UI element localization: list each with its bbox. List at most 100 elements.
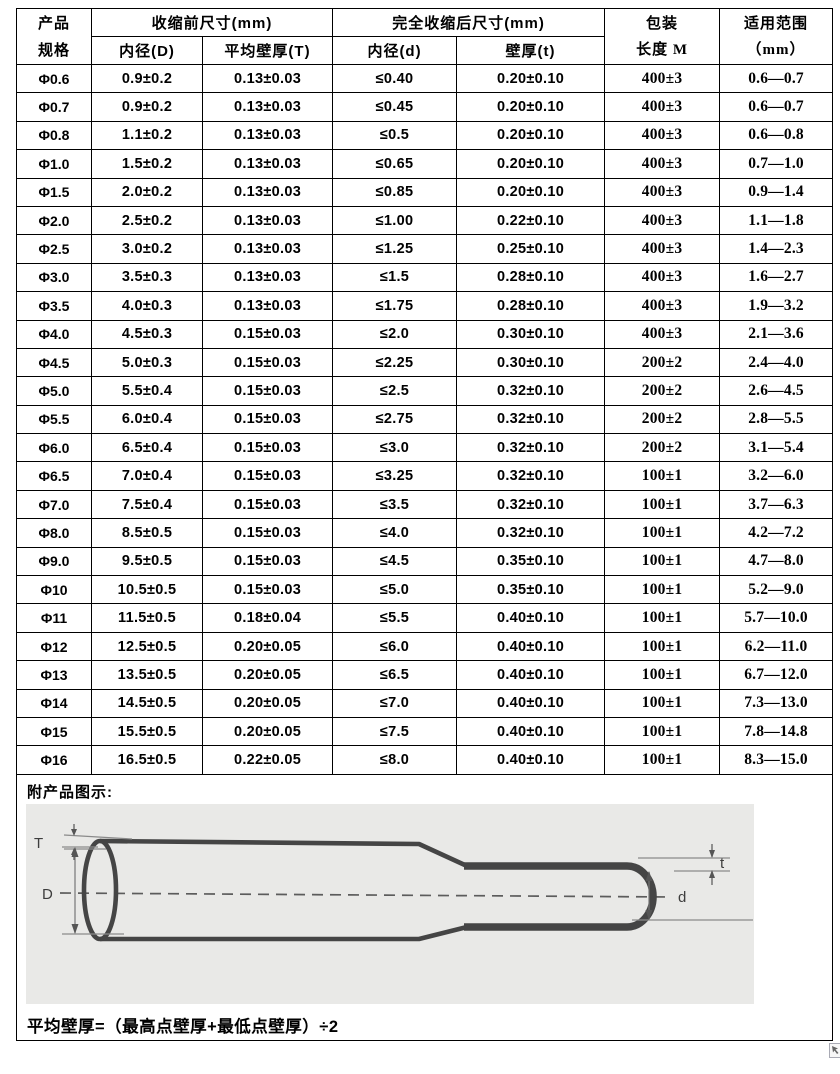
table-row: Φ4.5 5.0±0.3 0.15±0.03 ≤2.25 0.30±0.10 2… <box>16 347 834 378</box>
cell-package-length: 100±1 <box>604 489 721 520</box>
cell-avg-wall-thickness: 0.15±0.03 <box>201 489 334 520</box>
photo-background <box>26 803 754 1004</box>
cell-inner-diameter-after: ≤0.85 <box>332 177 458 207</box>
d-arrow-up <box>71 846 79 857</box>
cell-applicable-range: 7.8—14.8 <box>719 716 834 747</box>
cell-avg-wall-thickness: 0.15±0.03 <box>201 433 334 463</box>
cell-avg-wall-thickness: 0.15±0.03 <box>201 376 334 406</box>
cell-product-spec: Φ2.5 <box>16 234 92 264</box>
heat-shrink-tube-drawing: T D <box>26 803 754 1004</box>
table-row: Φ2.5 3.0±0.2 0.13±0.03 ≤1.25 0.25±0.10 4… <box>16 234 834 264</box>
header-inner-diameter-after: 内径(d) <box>332 36 458 65</box>
cell-avg-wall-thickness: 0.13±0.03 <box>201 177 334 207</box>
table-row: Φ10 10.5±0.5 0.15±0.03 ≤5.0 0.35±0.10 10… <box>16 575 834 605</box>
spec-table-body: Φ0.6 0.9±0.2 0.13±0.03 ≤0.40 0.20±0.10 4… <box>16 63 834 775</box>
cell-applicable-range: 2.1—3.6 <box>719 319 834 349</box>
cell-avg-wall-thickness: 0.15±0.03 <box>201 546 334 577</box>
cell-applicable-range: 1.9—3.2 <box>719 291 834 321</box>
formula-text: 平均壁厚=（最高点壁厚+最低点壁厚）÷2 <box>27 1017 339 1036</box>
cell-avg-wall-thickness: 0.15±0.03 <box>201 518 334 548</box>
cell-inner-diameter-before: 8.5±0.5 <box>91 518 203 548</box>
cell-inner-diameter-after: ≤4.5 <box>332 546 458 577</box>
cell-inner-diameter-before: 0.9±0.2 <box>91 92 203 122</box>
cell-inner-diameter-before: 11.5±0.5 <box>91 603 203 633</box>
cell-avg-wall-thickness: 0.13±0.03 <box>201 149 334 179</box>
cell-inner-diameter-after: ≤4.0 <box>332 518 458 548</box>
cell-product-spec: Φ3.5 <box>16 291 92 321</box>
cell-inner-diameter-before: 5.0±0.3 <box>91 347 203 378</box>
cell-inner-diameter-before: 5.5±0.4 <box>91 376 203 406</box>
table-row: Φ1.0 1.5±0.2 0.13±0.03 ≤0.65 0.20±0.10 4… <box>16 149 834 179</box>
table-row: Φ15 15.5±0.5 0.20±0.05 ≤7.5 0.40±0.10 10… <box>16 716 834 747</box>
header-product-spec-line1: 产品 <box>37 14 70 32</box>
table-row: Φ3.5 4.0±0.3 0.13±0.03 ≤1.75 0.28±0.10 4… <box>16 291 834 321</box>
cell-inner-diameter-before: 16.5±0.5 <box>91 745 203 775</box>
table-resize-handle-icon[interactable] <box>829 1043 840 1058</box>
cell-applicable-range: 2.8—5.5 <box>719 404 834 435</box>
table-row: Φ0.7 0.9±0.2 0.13±0.03 ≤0.45 0.20±0.10 4… <box>16 92 834 122</box>
cell-wall-thickness-after: 0.30±0.10 <box>456 347 606 378</box>
cell-package-length: 400±3 <box>604 262 721 293</box>
footer-row: 附产品图示: <box>15 773 834 1041</box>
table-row: Φ5.0 5.5±0.4 0.15±0.03 ≤2.5 0.32±0.10 20… <box>16 376 834 406</box>
cell-applicable-range: 4.7—8.0 <box>719 546 834 577</box>
cell-inner-diameter-before: 7.5±0.4 <box>91 489 203 520</box>
diagram-caption: 附产品图示: <box>27 783 113 801</box>
cell-inner-diameter-after: ≤7.5 <box>332 716 458 747</box>
cell-inner-diameter-before: 15.5±0.5 <box>91 716 203 747</box>
cell-wall-thickness-after: 0.32±0.10 <box>456 376 606 406</box>
cell-inner-diameter-before: 10.5±0.5 <box>91 575 203 605</box>
cell-wall-thickness-after: 0.28±0.10 <box>456 291 606 321</box>
cell-product-spec: Φ12 <box>16 631 92 662</box>
nw-arrow-icon <box>832 1046 839 1054</box>
cell-wall-thickness-after: 0.40±0.10 <box>456 660 606 690</box>
cell-package-length: 100±1 <box>604 631 721 662</box>
cell-product-spec: Φ5.0 <box>16 376 92 406</box>
cell-avg-wall-thickness: 0.15±0.03 <box>201 319 334 349</box>
small-t-arrow-top-head <box>709 849 715 858</box>
cell-inner-diameter-after: ≤3.25 <box>332 461 458 491</box>
cell-wall-thickness-after: 0.40±0.10 <box>456 631 606 662</box>
cell-avg-wall-thickness: 0.13±0.03 <box>201 120 334 151</box>
cell-product-spec: Φ6.5 <box>16 461 92 491</box>
d-arrow-down <box>71 923 79 934</box>
cell-package-length: 100±1 <box>604 575 721 605</box>
cell-inner-diameter-before: 13.5±0.5 <box>91 660 203 690</box>
cell-avg-wall-thickness: 0.20±0.05 <box>201 688 334 718</box>
cell-wall-thickness-after: 0.32±0.10 <box>456 489 606 520</box>
table-row: Φ8.0 8.5±0.5 0.15±0.03 ≤4.0 0.32±0.10 10… <box>16 518 834 548</box>
cell-inner-diameter-after: ≤5.0 <box>332 575 458 605</box>
cell-applicable-range: 4.2—7.2 <box>719 518 834 548</box>
cell-product-spec: Φ8.0 <box>16 518 92 548</box>
header-wall-thickness-after: 壁厚(t) <box>456 36 606 65</box>
cell-wall-thickness-after: 0.35±0.10 <box>456 575 606 605</box>
cell-wall-thickness-after: 0.40±0.10 <box>456 745 606 775</box>
cell-product-spec: Φ4.0 <box>16 319 92 349</box>
cell-wall-thickness-after: 0.40±0.10 <box>456 603 606 633</box>
table-row: Φ6.5 7.0±0.4 0.15±0.03 ≤3.25 0.32±0.10 1… <box>16 461 834 491</box>
cell-inner-diameter-before: 14.5±0.5 <box>91 688 203 718</box>
cell-package-length: 400±3 <box>604 205 721 236</box>
cell-package-length: 400±3 <box>604 120 721 151</box>
cell-product-spec: Φ9.0 <box>16 546 92 577</box>
table-row: Φ3.0 3.5±0.3 0.13±0.03 ≤1.5 0.28±0.10 40… <box>16 262 834 293</box>
header-product-spec-line2: 规格 <box>37 41 70 59</box>
center-axis-line <box>59 891 673 898</box>
cell-inner-diameter-after: ≤2.5 <box>332 376 458 406</box>
cell-wall-thickness-after: 0.22±0.10 <box>456 205 606 236</box>
cell-avg-wall-thickness: 0.13±0.03 <box>201 262 334 293</box>
table-row: Φ6.0 6.5±0.4 0.15±0.03 ≤3.0 0.32±0.10 20… <box>16 433 834 463</box>
cell-inner-diameter-before: 9.5±0.5 <box>91 546 203 577</box>
tube-top-edge <box>99 838 468 868</box>
header-package-length: 包装 长度 M <box>604 8 721 65</box>
cell-inner-diameter-after: ≤2.25 <box>332 347 458 378</box>
header-range-line1: 适用范围 <box>744 14 809 32</box>
cell-wall-thickness-after: 0.30±0.10 <box>456 319 606 349</box>
cell-product-spec: Φ4.5 <box>16 347 92 378</box>
cell-inner-diameter-after: ≤8.0 <box>332 745 458 775</box>
cell-package-length: 400±3 <box>604 234 721 264</box>
cell-applicable-range: 0.7—1.0 <box>719 149 834 179</box>
cell-inner-diameter-before: 2.5±0.2 <box>91 205 203 236</box>
cell-avg-wall-thickness: 0.15±0.03 <box>201 404 334 435</box>
table-row: Φ5.5 6.0±0.4 0.15±0.03 ≤2.75 0.32±0.10 2… <box>16 404 834 435</box>
